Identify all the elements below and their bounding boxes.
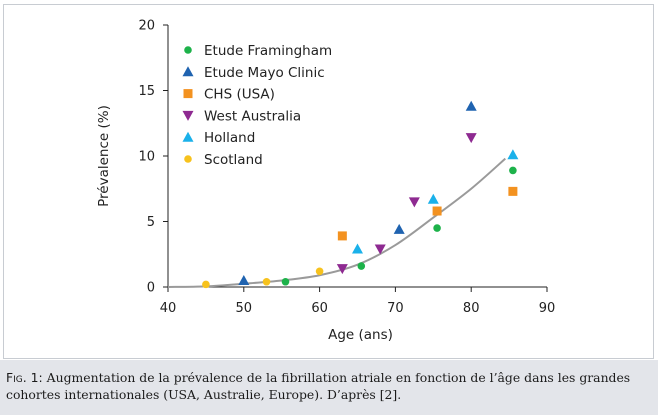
y-axis-title: Prévalence (%) [96,105,112,207]
legend-marker [184,46,192,54]
data-point-circle [509,166,517,175]
x-tick-label: 50 [236,301,253,316]
data-point-triangle-up [507,149,519,160]
x-tick-label: 70 [387,301,404,316]
data-point-triangle-up [465,100,477,111]
chart-figure: 40 50 60 70 80 90 0 5 10 15 20 Age (ans) Prévalence … [3,4,654,359]
y-tick-label: 15 [138,84,155,99]
legend-marker [183,89,193,99]
legend-label: Holland [204,130,255,146]
data-point-triangle-up [238,274,250,285]
caption-text: Augmentation de la prévalence de la fibr… [6,370,631,402]
data-point-triangle-up [427,193,439,204]
data-point-circle [281,277,290,286]
y-tick-label: 10 [138,150,155,165]
data-point-square [508,186,518,196]
data-point-square [337,231,347,241]
legend-label: Etude Mayo Clinic [204,65,325,81]
legend-marker [182,110,194,121]
x-axis-title: Age (ans) [328,327,393,343]
x-tick-label: 80 [463,301,480,316]
legend-marker [184,155,192,163]
legend-marker [182,131,194,142]
x-tick-label: 60 [311,301,328,316]
x-tick-label: 90 [539,301,556,316]
trend-curve [167,157,506,288]
data-point-triangle-down [374,244,386,255]
y-tick-label: 5 [147,215,155,230]
caption-label: Fig. 1: [6,370,43,385]
data-point-circle [357,262,366,270]
y-tick-label: 0 [147,281,155,296]
legend-label: West Australia [204,108,301,124]
data-point-triangle-down [336,264,348,275]
figure-caption: Fig. 1: Augmentation de la prévalence de… [0,360,658,415]
y-tick-label: 20 [138,19,155,34]
data-point-circle [433,224,441,232]
data-point-triangle-up [393,223,405,234]
data-point-square [432,206,442,216]
legend-label: CHS (USA) [204,87,275,103]
legend-marker [182,66,194,77]
x-tick-label: 40 [160,301,177,316]
data-point-circle [315,267,324,276]
data-point-circle [262,277,271,286]
legend-label: Scotland [204,152,263,168]
data-point-circle [202,280,210,289]
data-point-triangle-down [465,133,477,144]
data-point-triangle-up [352,243,363,254]
data-point-triangle-down [408,197,420,208]
scatter-chart: 40 50 60 70 80 90 0 5 10 15 20 Age (ans) Prévalence … [96,19,556,344]
legend-label: Etude Framingham [204,43,332,59]
